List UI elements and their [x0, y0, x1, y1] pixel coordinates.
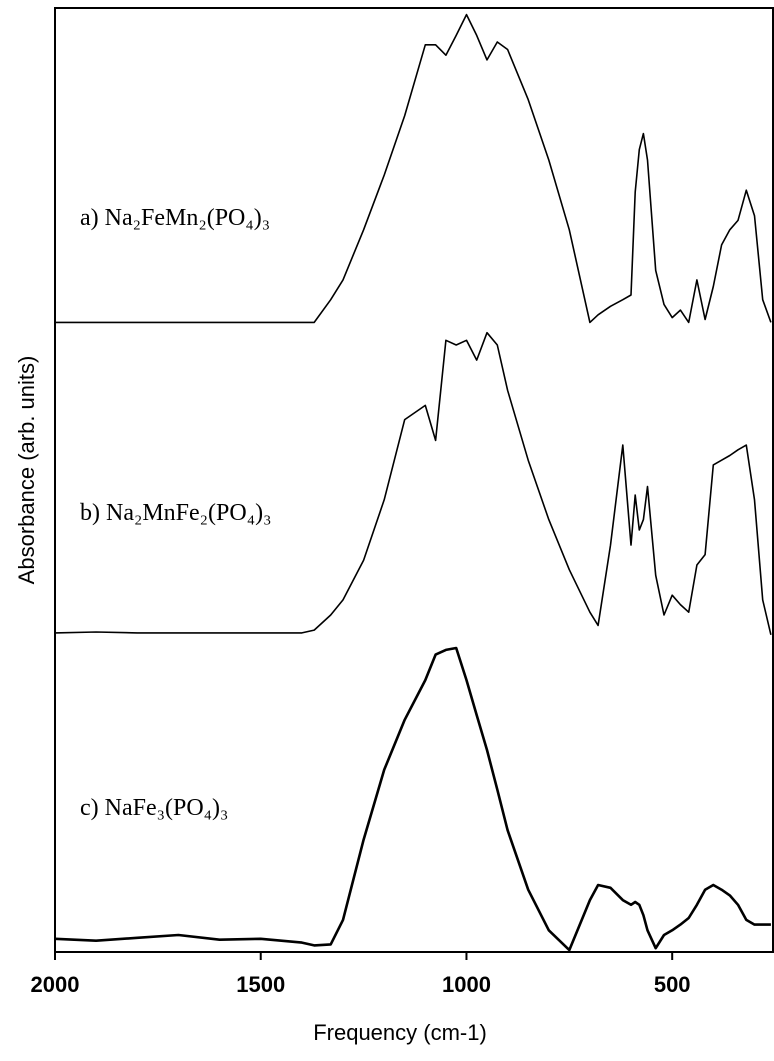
- x-tick-label: 500: [654, 972, 691, 997]
- spectrum-line: [55, 13, 772, 324]
- series-label: b) Na₂MnFe₂(PO₄)₃: [80, 500, 271, 526]
- y-axis-label: Absorbance (arb. units): [14, 356, 39, 585]
- x-tick-label: 1500: [236, 972, 285, 997]
- x-tick-label: 1000: [442, 972, 491, 997]
- x-tick-label: 2000: [31, 972, 80, 997]
- plot-frame: [54, 7, 774, 953]
- spectrum-line: [54, 646, 771, 952]
- spectrum-line: [54, 331, 772, 635]
- series-label: c) NaFe₃(PO₄)₃: [80, 795, 228, 821]
- x-axis-label: Frequency (cm-1): [313, 1020, 487, 1045]
- series-label: a) Na₂FeMn₂(PO₄)₃: [80, 205, 270, 231]
